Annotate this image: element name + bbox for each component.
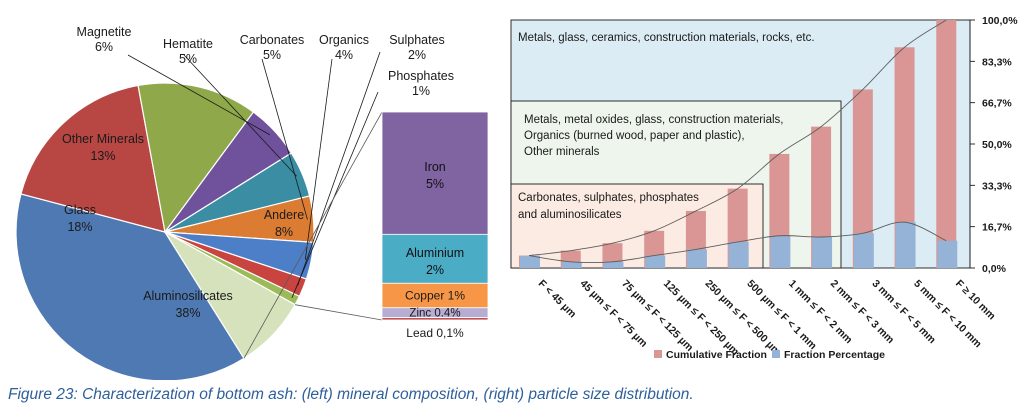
breakdown-segment-aluminium <box>381 233 489 284</box>
annotation-text-3a: Carbonates, sulphates, phosphates <box>518 192 699 204</box>
annotation-text-3b: and aluminosilicates <box>518 209 622 221</box>
bar-fraction-6 <box>770 235 791 268</box>
y-tick-label-1: 16,7% <box>982 222 1012 234</box>
leader-line-hematite <box>183 54 297 177</box>
breakdown-label-aluminium: Aluminium <box>406 246 464 260</box>
figure-caption: Figure 23: Characterization of bottom as… <box>8 386 694 403</box>
pie-label-glass: Glass <box>64 203 96 217</box>
bar-cumulative-8 <box>852 89 873 268</box>
x-tick-label-5: 500 µm ≤ F < 1 mm <box>744 278 818 352</box>
breakdown-label-aluminium-value: 2% <box>426 263 444 277</box>
legend-swatch-fraction <box>772 350 780 358</box>
pie-label-glass-value: 18% <box>67 220 92 234</box>
pie-label-organics-value: 4% <box>335 48 353 62</box>
bar-cumulative-7 <box>811 126 832 268</box>
pie-label-carbonates-value: 5% <box>263 48 281 62</box>
breakdown-segment-iron <box>381 111 489 235</box>
legend-swatch-cumulative <box>654 350 662 358</box>
bar-fraction-4 <box>686 249 707 268</box>
breakdown-label-zinc: Zinc 0.4% <box>409 308 460 320</box>
pie-chart <box>15 51 381 380</box>
x-tick-label-3: 125 µm ≤ F < 250 µm <box>661 278 741 358</box>
leader-line-organics <box>304 58 333 260</box>
pie-label-phosphates-value: 1% <box>412 84 430 98</box>
annotation-text-1: Metals, glass, ceramics, construction ma… <box>518 32 815 44</box>
figure-canvas: Aluminosilicates 38% Glass 18% Other Mineral… <box>15 15 1018 380</box>
connector-line-top <box>243 111 383 359</box>
pie-slice-other-minerals <box>137 82 255 234</box>
y-tick-label-3: 50,0% <box>982 139 1012 151</box>
pie-label-other-minerals: Other Minerals <box>62 132 144 146</box>
annotation-text-2c: Other minerals <box>524 146 600 158</box>
pie-label-phosphates: Phosphates <box>388 69 454 83</box>
andere-breakdown-bar: Iron 5% Aluminium 2% Copper 1% Zinc 0.4% Lead … <box>243 111 489 359</box>
bar-fraction-8 <box>853 233 874 268</box>
pie-slice-aluminosilicates <box>15 193 245 380</box>
bar-fraction-1 <box>561 261 582 268</box>
trend-line-fraction <box>528 221 947 264</box>
leader-line-sulphates <box>297 51 381 286</box>
pie-label-aluminosilicates-value: 38% <box>175 306 200 320</box>
pie-label-hematite-value: 5% <box>179 52 197 66</box>
bar-fraction-7 <box>812 237 833 268</box>
y-tick-label-4: 66,7% <box>982 98 1012 110</box>
bar-cumulative-9 <box>894 47 915 268</box>
breakdown-label-iron: Iron <box>424 160 446 174</box>
bar-cumulative-10 <box>936 20 957 268</box>
bar-fraction-0 <box>520 255 540 268</box>
bar-fraction-10 <box>937 240 958 268</box>
pie-label-andere-value: 8% <box>275 225 293 239</box>
x-tick-label-10: F ≥ 10 mm <box>953 278 998 323</box>
pie-label-other-minerals-value: 13% <box>90 149 115 163</box>
annotation-text-2a: Metals, metal oxides, glass, constructio… <box>524 114 784 126</box>
pie-label-andere: Andere <box>264 208 304 222</box>
pie-label-carbonates: Carbonates <box>240 33 305 47</box>
bar-fraction-3 <box>645 255 666 268</box>
pie-label-sulphates-value: 2% <box>408 48 426 62</box>
pie-label-magnetite: Magnetite <box>77 25 132 39</box>
y-tick-label-6: 100,0% <box>982 15 1018 27</box>
bar-fraction-2 <box>603 261 624 268</box>
legend-label-cumulative: Cumulative Fraction <box>666 349 767 361</box>
x-tick-label-2: 75 µm ≤ F < 125 µm <box>619 278 695 354</box>
breakdown-label-copper: Copper 1% <box>405 289 465 303</box>
pie-slice-glass <box>20 84 166 233</box>
y-tick-label-2: 33,3% <box>982 180 1012 192</box>
x-tick-label-4: 250 µm ≤ F < 500 µm <box>703 278 783 358</box>
pie-label-sulphates: Sulphates <box>389 33 445 47</box>
bar-fraction-5 <box>728 241 749 268</box>
trend-line-cumulative <box>528 19 947 257</box>
breakdown-label-iron-value: 5% <box>426 177 444 191</box>
breakdown-label-lead: Lead 0,1% <box>406 326 464 340</box>
breakdown-segment-lead <box>381 317 489 321</box>
particle-size-chart: Metals, glass, ceramics, construction ma… <box>510 15 1018 361</box>
leader-line-phosphates <box>291 91 379 298</box>
annotation-text-2b: Organics (burned wood, paper and plastic… <box>524 130 745 142</box>
leader-line-carbonates <box>261 58 308 220</box>
pie-label-aluminosilicates: Aluminosilicates <box>143 289 233 303</box>
pie-label-hematite: Hematite <box>163 37 213 51</box>
bar-fraction-9 <box>895 222 916 268</box>
x-tick-label-0: F < 45 µm <box>536 278 579 321</box>
breakdown-segment-copper <box>381 282 489 309</box>
y-tick-label-0: 0,0% <box>982 263 1007 275</box>
pie-label-magnetite-value: 6% <box>95 40 113 54</box>
pie-label-organics: Organics <box>319 33 369 47</box>
connector-line-bottom <box>294 304 383 321</box>
y-tick-label-5: 83,3% <box>982 56 1012 68</box>
legend-label-fraction: Fraction Percentage <box>784 349 885 361</box>
